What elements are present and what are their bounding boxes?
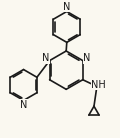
Text: N: N [63, 2, 70, 12]
Text: NH: NH [91, 80, 106, 90]
Text: N: N [83, 53, 90, 63]
Text: N: N [42, 53, 49, 63]
Text: N: N [20, 100, 27, 110]
